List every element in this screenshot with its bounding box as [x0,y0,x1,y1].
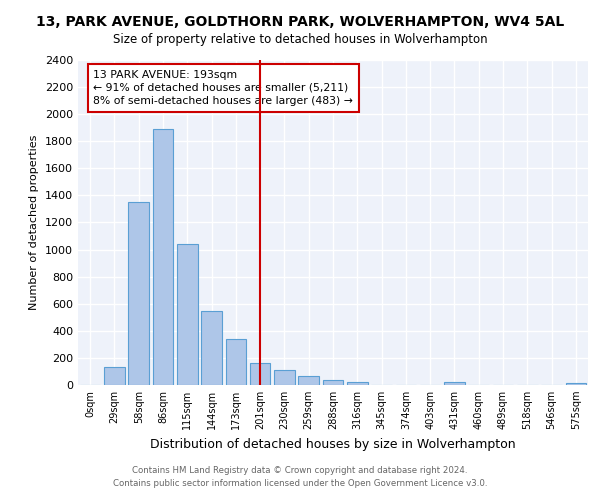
Bar [152,129,173,385]
Text: 13 PARK AVENUE: 193sqm
← 91% of detached houses are smaller (5,211)
8% of semi-d: 13 PARK AVENUE: 193sqm ← 91% of detached… [94,70,353,106]
Bar [128,202,149,385]
Bar [226,339,246,385]
Bar [347,382,368,385]
Text: Contains HM Land Registry data © Crown copyright and database right 2024.
Contai: Contains HM Land Registry data © Crown c… [113,466,487,487]
Y-axis label: Number of detached properties: Number of detached properties [29,135,40,310]
Bar [201,311,222,385]
Bar [444,382,465,385]
X-axis label: Distribution of detached houses by size in Wolverhampton: Distribution of detached houses by size … [150,438,516,450]
Bar [177,244,197,385]
Bar [250,362,271,385]
Bar [274,370,295,385]
Bar [298,376,319,385]
Bar [323,380,343,385]
Bar [566,383,586,385]
Bar [104,368,125,385]
Text: 13, PARK AVENUE, GOLDTHORN PARK, WOLVERHAMPTON, WV4 5AL: 13, PARK AVENUE, GOLDTHORN PARK, WOLVERH… [36,15,564,29]
Text: Size of property relative to detached houses in Wolverhampton: Size of property relative to detached ho… [113,32,487,46]
